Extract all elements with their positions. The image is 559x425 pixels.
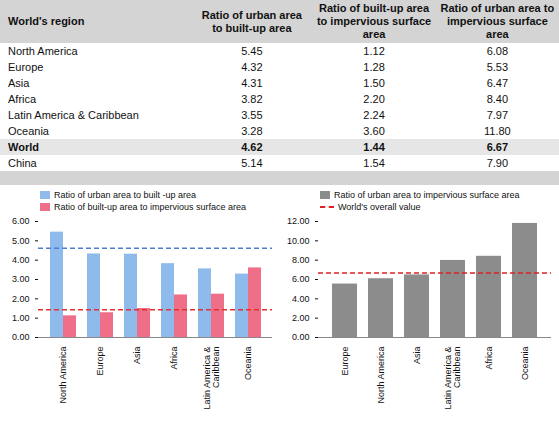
svg-text:2.00: 2.00 (292, 313, 310, 323)
svg-text:8.00: 8.00 (292, 255, 310, 265)
html-text:2.20: 2.20 (363, 93, 385, 105)
html-text:World: World (8, 141, 39, 153)
html-text:3.60: 3.60 (363, 125, 385, 137)
html-text:5.45: 5.45 (241, 45, 263, 57)
html-text:1.12: 1.12 (363, 45, 385, 57)
html-text:1.50: 1.50 (363, 77, 385, 89)
svg-text:6.00: 6.00 (12, 216, 30, 226)
html-text:7.97: 7.97 (486, 109, 509, 121)
svg-text:0.00: 0.00 (292, 332, 310, 342)
html-text:China: China (8, 157, 37, 169)
html-text:3.28: 3.28 (241, 125, 263, 137)
html-text:Oceania: Oceania (8, 125, 49, 137)
svg-text:Africa: Africa (169, 347, 179, 370)
html-text:1.28: 1.28 (363, 61, 385, 73)
html-text:6.47: 6.47 (486, 77, 509, 89)
svg-text:Africa: Africa (484, 347, 494, 370)
html-text:Ratio of urban area to built -: Ratio of urban area to built -up area (54, 190, 197, 200)
svg-text:2.00: 2.00 (12, 294, 30, 304)
html-text:Ratio of urban area to built-u: Ratio of urban area to built-up area (201, 8, 302, 34)
html-text:6.08: 6.08 (486, 45, 509, 57)
svg-text:Europe: Europe (95, 347, 105, 376)
svg-text:4.00: 4.00 (292, 294, 310, 304)
svg-text:3.00: 3.00 (12, 274, 30, 284)
html-text:1.44: 1.44 (363, 141, 385, 153)
html-text:5.53: 5.53 (486, 61, 509, 73)
html-text:11.80: 11.80 (484, 125, 511, 137)
html-text:Latin America & Caribbean: Latin America & Caribbean (8, 109, 139, 121)
svg-text:Latin America &Caribbean: Latin America &Caribbean (443, 347, 462, 410)
svg-text:Oceania: Oceania (243, 347, 253, 381)
html-text:5.14: 5.14 (241, 157, 263, 169)
svg-text:North America: North America (58, 347, 68, 404)
html-text:World's region: World's region (8, 15, 85, 27)
html-text:Ratio of urban area to impervi: Ratio of urban area to impervious surfac… (334, 190, 520, 200)
html-text:8.40: 8.40 (486, 93, 509, 105)
html-text:4.62: 4.62 (241, 141, 263, 153)
html-text:World's overall value: World's overall value (338, 202, 421, 212)
svg-text:Asia: Asia (132, 347, 142, 365)
html-text:North America: North America (8, 45, 78, 57)
svg-text:Asia: Asia (412, 347, 422, 365)
html-text:Europe: Europe (8, 61, 44, 73)
html-text:Africa: Africa (8, 93, 37, 105)
svg-text:0.00: 0.00 (12, 332, 30, 342)
html-text:3.55: 3.55 (241, 109, 263, 121)
html-text:1.54: 1.54 (363, 157, 385, 169)
svg-text:North America: North America (376, 347, 386, 404)
svg-text:5.00: 5.00 (12, 236, 30, 246)
html-text:7.90: 7.90 (486, 157, 509, 169)
html-text:Ratio of built-up area to impe: Ratio of built-up area to impervious sur… (316, 2, 432, 40)
html-text:2.24: 2.24 (363, 109, 385, 121)
html-text:Asia: Asia (8, 77, 30, 89)
svg-text:12.00: 12.00 (287, 216, 310, 226)
svg-text:4.00: 4.00 (12, 255, 30, 265)
html-text:Ratio of built-up area to impe: Ratio of built-up area to impervious sur… (54, 202, 247, 212)
svg-text:1.00: 1.00 (12, 313, 30, 323)
html-text:4.31: 4.31 (241, 77, 263, 89)
svg-text:10.00: 10.00 (287, 236, 310, 246)
svg-text:Oceania: Oceania (520, 347, 530, 381)
html-text:3.82: 3.82 (241, 93, 263, 105)
svg-text:6.00: 6.00 (292, 274, 310, 284)
html-text:6.67: 6.67 (486, 141, 509, 153)
svg-text:Europe: Europe (340, 347, 350, 376)
svg-text:Latin America &Caribbean: Latin America &Caribbean (202, 347, 221, 410)
html-text:Ratio of urban area to impervi: Ratio of urban area to impervious surfac… (440, 2, 555, 40)
html-text:4.32: 4.32 (241, 61, 263, 73)
